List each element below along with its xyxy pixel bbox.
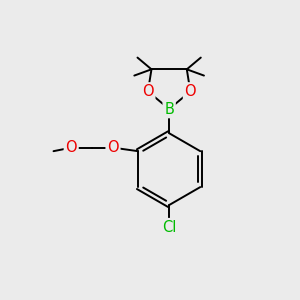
Text: O: O	[107, 140, 119, 155]
Text: O: O	[65, 140, 77, 155]
Text: B: B	[164, 102, 174, 117]
Text: Cl: Cl	[162, 220, 176, 235]
Text: O: O	[184, 84, 196, 99]
Text: O: O	[142, 84, 154, 99]
